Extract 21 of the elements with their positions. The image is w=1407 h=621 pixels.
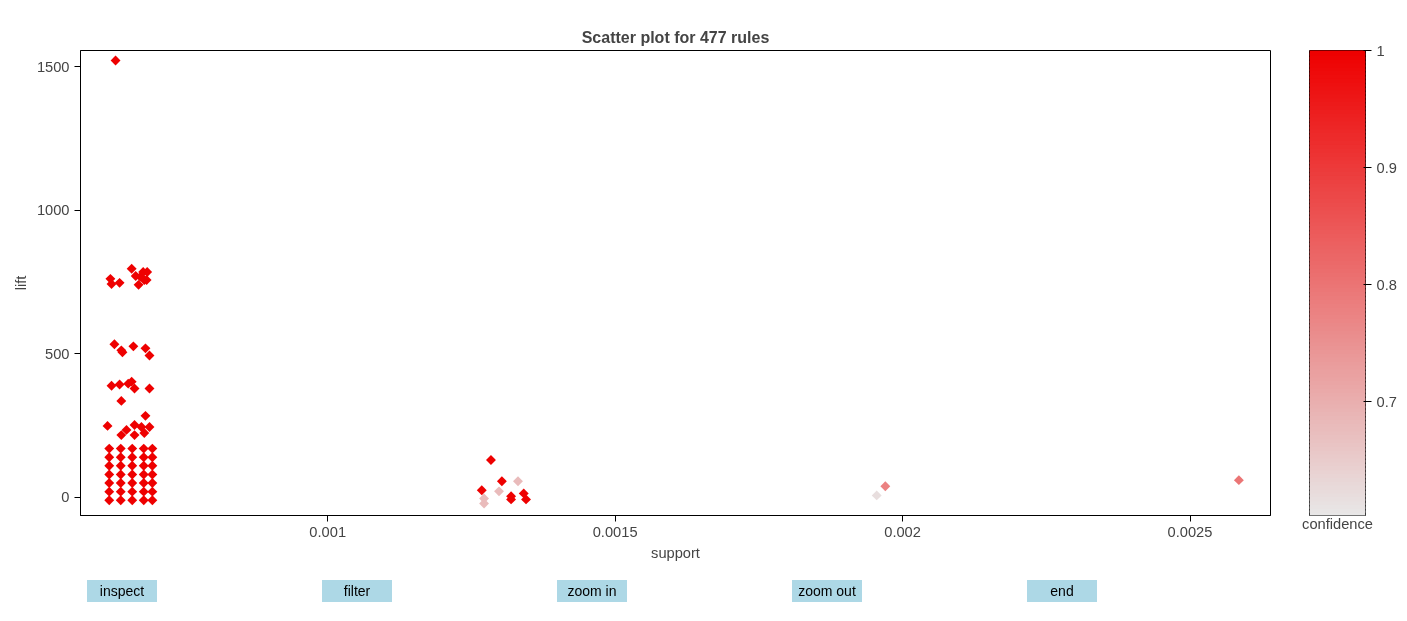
x-axis-title: support bbox=[651, 544, 700, 561]
color-bar-label: 0.9 bbox=[1376, 159, 1397, 176]
chart-title: Scatter plot for 477 rules bbox=[581, 28, 770, 46]
y-tick-label: 1000 bbox=[36, 202, 70, 219]
color-bar-title: confidence bbox=[1302, 515, 1373, 532]
text: zoom out bbox=[792, 580, 862, 602]
x-tick-label: 0.002 bbox=[884, 523, 921, 540]
x-tick-label: 0.0025 bbox=[1167, 523, 1213, 540]
y-tick-label: 500 bbox=[45, 345, 70, 362]
text: zoom in bbox=[557, 580, 627, 602]
text: end bbox=[1027, 580, 1097, 602]
text: filter bbox=[322, 580, 392, 602]
x-tick-label: 0.0015 bbox=[592, 523, 638, 540]
x-tick-label: 0.001 bbox=[309, 523, 347, 540]
color-bar-label: 0.7 bbox=[1376, 393, 1397, 410]
y-tick-label: 0 bbox=[61, 489, 70, 506]
color-bar-label: 1 bbox=[1376, 42, 1385, 59]
text: inspect bbox=[87, 580, 157, 602]
color-bar-label: 0.8 bbox=[1376, 276, 1397, 293]
y-tick-label: 1500 bbox=[36, 58, 70, 75]
y-axis-title: lift bbox=[12, 275, 29, 291]
